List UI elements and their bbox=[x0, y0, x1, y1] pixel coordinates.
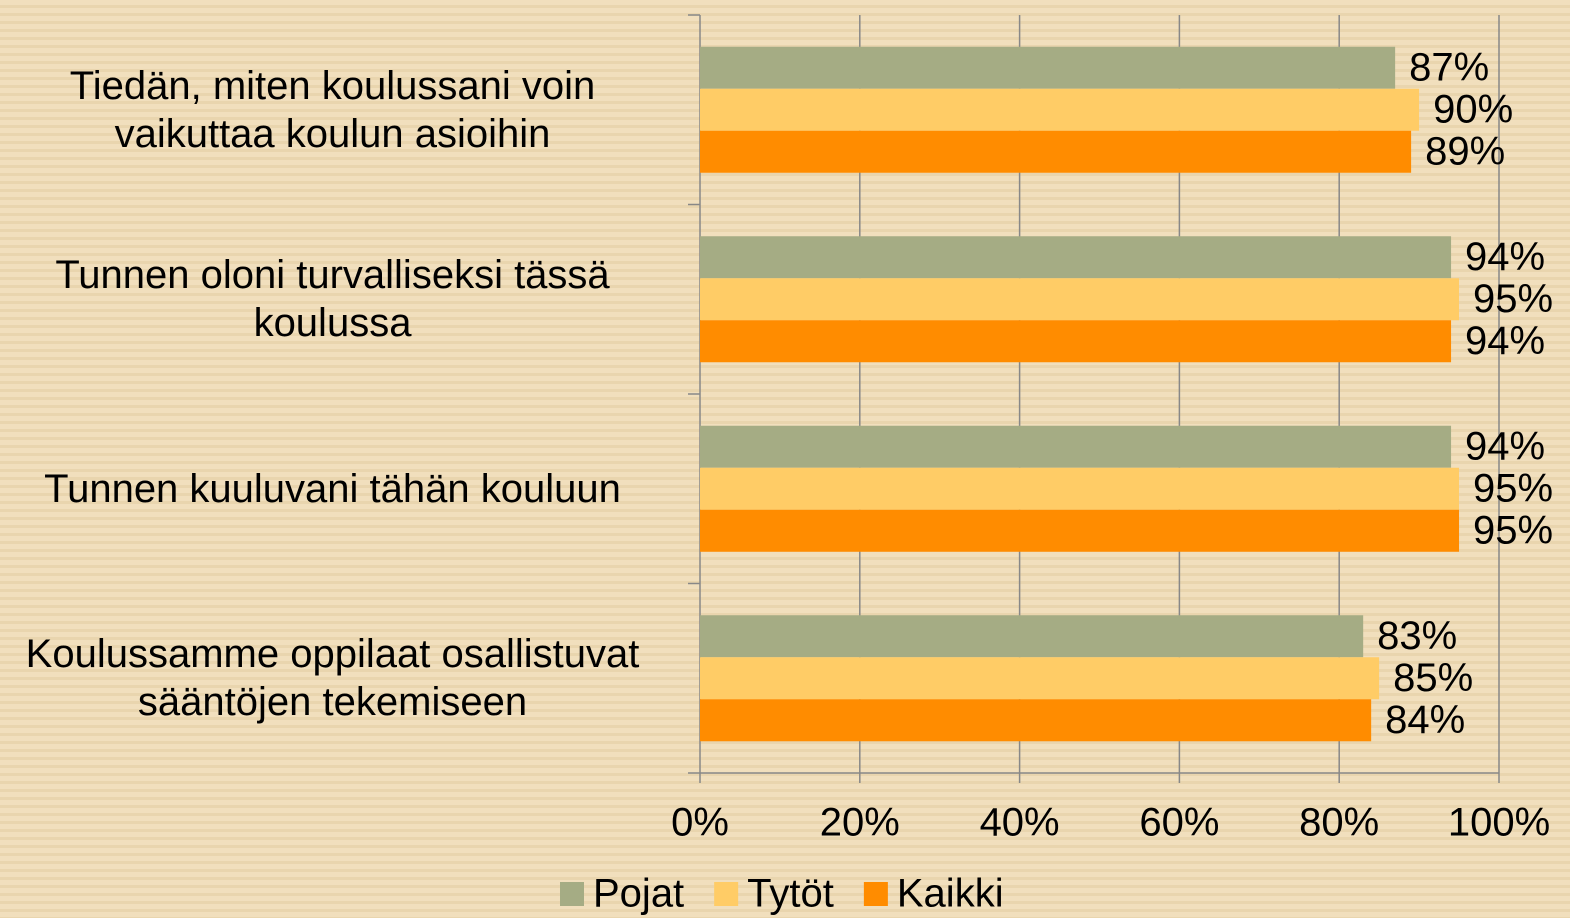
category-label: Tiedän, miten koulussani voin vaikuttaa … bbox=[69, 63, 596, 156]
data-label: 84% bbox=[1385, 698, 1465, 742]
data-label: 85% bbox=[1393, 656, 1473, 700]
legend-label: Tytöt bbox=[747, 872, 834, 916]
data-label: 83% bbox=[1377, 614, 1457, 658]
bar bbox=[700, 467, 1460, 510]
legend-swatch bbox=[863, 882, 888, 906]
legend-label: Kaikki bbox=[897, 872, 1004, 916]
x-tick-label: 0% bbox=[671, 801, 729, 845]
x-tick-label: 60% bbox=[1139, 801, 1219, 845]
legend-swatch bbox=[714, 882, 739, 906]
bar bbox=[700, 130, 1412, 173]
x-tick-label: 80% bbox=[1299, 801, 1379, 845]
x-tick-label: 20% bbox=[820, 801, 900, 845]
data-label: 90% bbox=[1433, 87, 1513, 131]
data-label: 94% bbox=[1465, 319, 1545, 363]
bar bbox=[700, 657, 1380, 700]
bar bbox=[700, 278, 1460, 321]
category-label: Tunnen oloni turvalliseksi tässä kouluss… bbox=[55, 253, 610, 346]
category-label: Tunnen kuuluvani tähän kouluun bbox=[44, 466, 621, 511]
data-label: 95% bbox=[1473, 277, 1553, 321]
bar bbox=[700, 88, 1420, 131]
data-label: 95% bbox=[1473, 508, 1553, 552]
x-tick-label: 40% bbox=[980, 801, 1060, 845]
bar bbox=[700, 236, 1452, 279]
category-label: Koulussamme oppilaat osallistuvat sääntö… bbox=[25, 632, 640, 725]
bar bbox=[700, 425, 1452, 468]
data-label: 94% bbox=[1465, 235, 1545, 279]
legend-swatch bbox=[560, 882, 584, 906]
bar bbox=[700, 46, 1396, 89]
data-label: 89% bbox=[1425, 129, 1505, 173]
bar bbox=[700, 320, 1452, 363]
data-label: 94% bbox=[1465, 424, 1545, 468]
bar bbox=[700, 615, 1364, 658]
data-label: 87% bbox=[1409, 45, 1489, 89]
legend-label: Pojat bbox=[593, 872, 684, 916]
data-label: 95% bbox=[1473, 466, 1553, 510]
bar bbox=[700, 509, 1460, 552]
x-tick-label: 100% bbox=[1448, 801, 1550, 845]
bar bbox=[700, 699, 1372, 742]
